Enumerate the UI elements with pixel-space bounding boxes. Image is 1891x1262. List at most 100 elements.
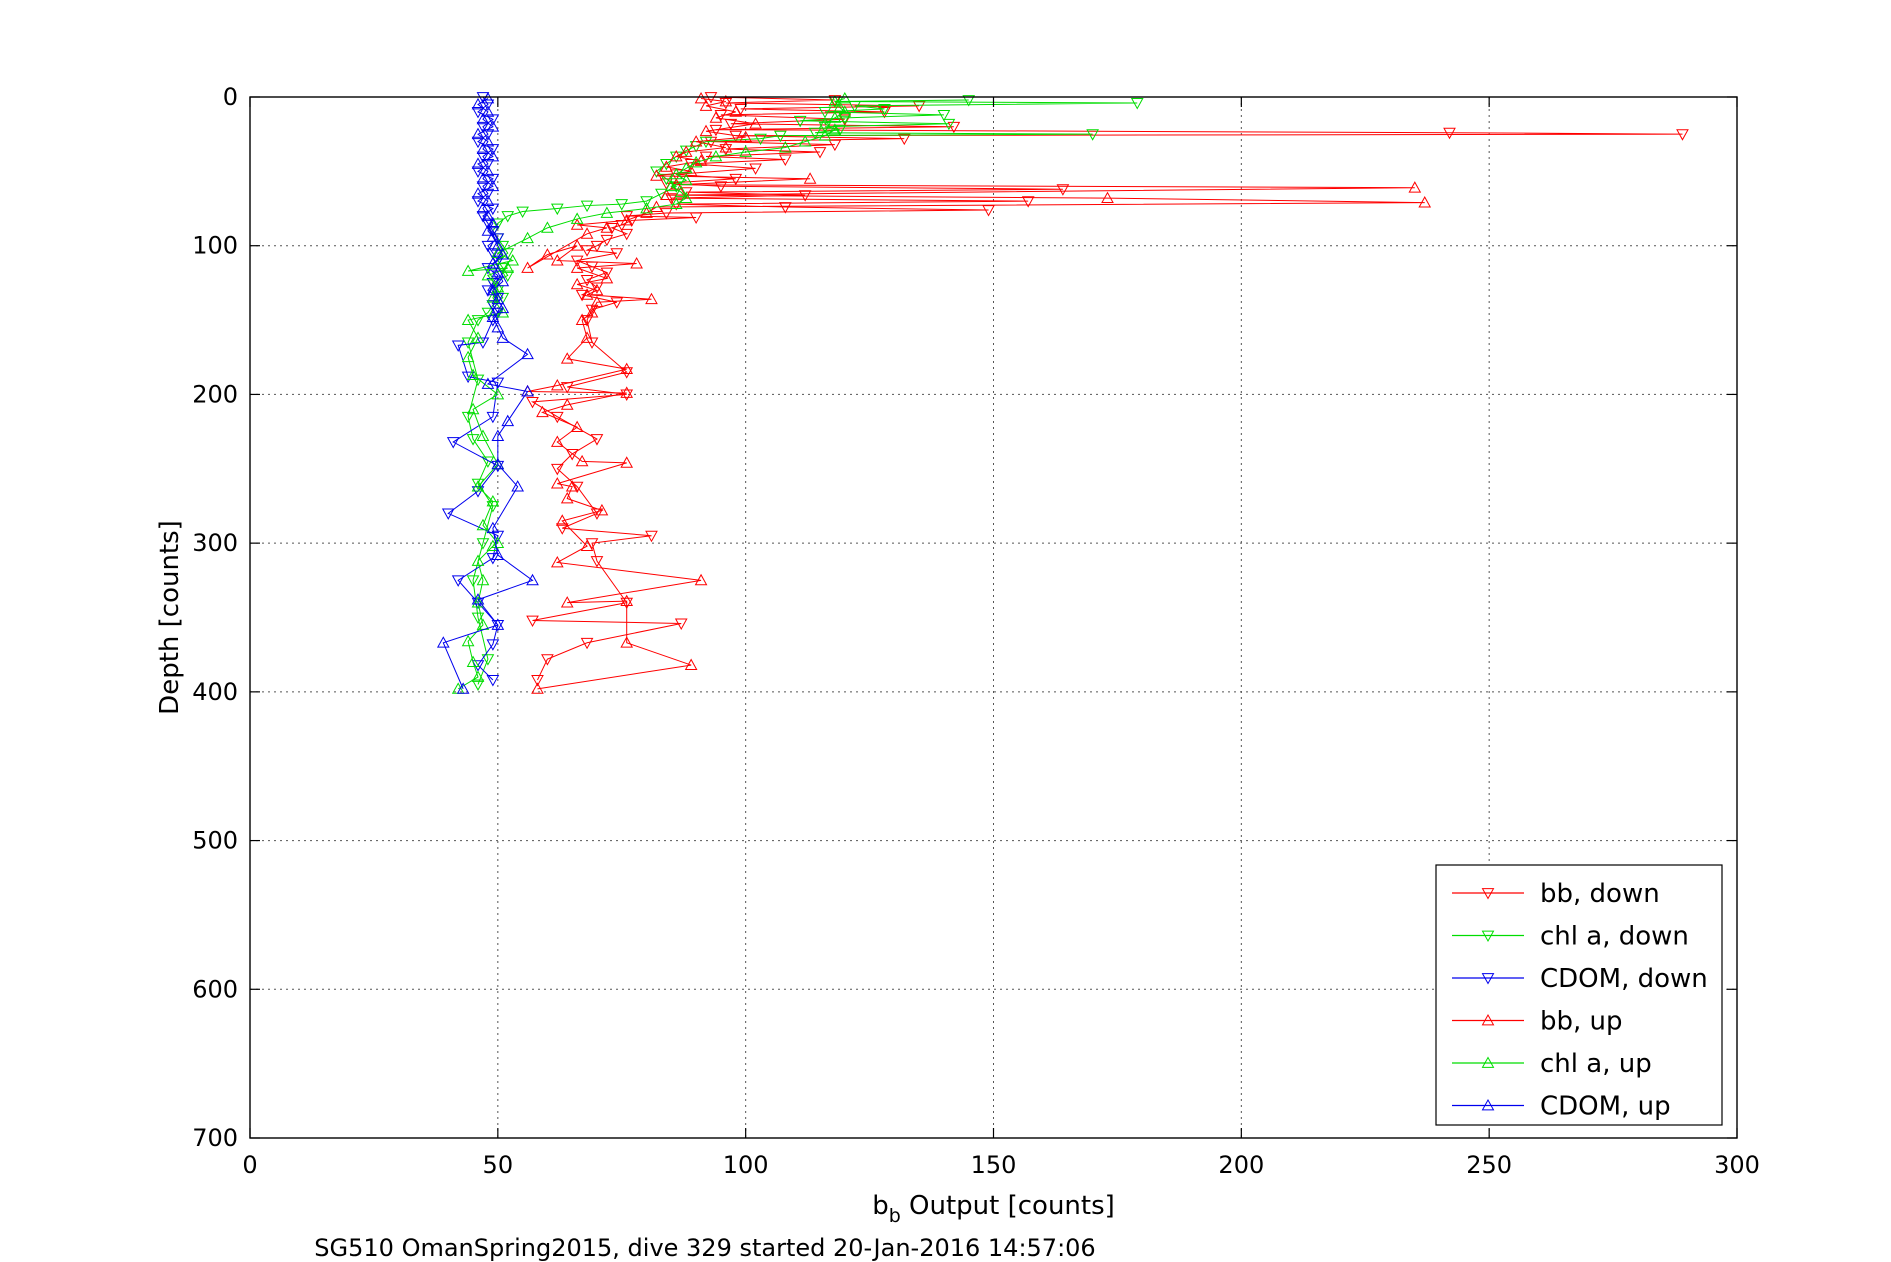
data-point <box>481 285 495 297</box>
data-point <box>451 340 465 352</box>
series-4 <box>451 91 852 694</box>
data-point <box>471 127 485 140</box>
data-point <box>491 429 505 441</box>
data-point <box>476 181 490 193</box>
data-point <box>620 389 634 401</box>
data-point <box>471 196 485 208</box>
data-point <box>560 398 574 410</box>
data-point <box>496 248 510 260</box>
data-point <box>1418 196 1432 208</box>
data-point <box>1676 129 1689 141</box>
data-point <box>833 124 847 137</box>
data-point <box>699 136 713 149</box>
y-tick-label: 200 <box>192 380 238 408</box>
data-point <box>521 231 534 244</box>
data-point <box>1408 181 1422 193</box>
data-point <box>660 160 673 172</box>
data-point <box>1086 129 1099 141</box>
data-point <box>486 230 500 242</box>
data-point <box>833 100 847 113</box>
data-point <box>481 99 495 111</box>
data-point <box>491 233 505 245</box>
data-point <box>774 130 787 143</box>
data-point <box>669 169 683 181</box>
legend-marker <box>1481 1013 1495 1026</box>
data-point <box>664 193 678 205</box>
y-axis: 0 100 200 300 400 500 600 700 <box>192 83 1737 1152</box>
data-point <box>486 639 500 651</box>
series-5 <box>436 91 539 694</box>
data-point <box>575 289 589 302</box>
data-point <box>679 187 693 199</box>
data-point <box>555 523 569 535</box>
data-point <box>897 133 911 146</box>
data-point <box>684 164 698 177</box>
data-point <box>590 295 604 308</box>
data-point <box>550 435 564 447</box>
data-point <box>620 367 634 379</box>
legend-box <box>1435 864 1723 1126</box>
data-point <box>471 106 485 119</box>
data-point <box>709 111 723 123</box>
data-point <box>471 679 485 691</box>
data-point <box>486 120 500 132</box>
data-point <box>481 268 495 281</box>
data-point <box>669 197 683 209</box>
data-point <box>645 292 658 305</box>
data-point <box>516 206 529 219</box>
data-point <box>481 105 495 117</box>
data-point <box>818 117 832 129</box>
data-point <box>1443 127 1456 140</box>
data-point <box>600 271 614 284</box>
legend-label: bb, up <box>1540 1007 1623 1037</box>
data-point <box>466 655 480 668</box>
data-point <box>526 396 539 409</box>
plot-caption: SG510 OmanSpring2015, dive 329 started 2… <box>314 1234 1095 1262</box>
data-point <box>650 166 663 178</box>
data-point <box>620 594 634 607</box>
data-point <box>560 382 574 394</box>
data-point <box>778 141 792 153</box>
data-point <box>466 402 480 415</box>
series-3 <box>521 91 1432 694</box>
data-point <box>694 91 708 104</box>
data-point <box>461 350 475 363</box>
data-point <box>486 300 500 312</box>
data-point <box>466 434 480 446</box>
data-point <box>674 185 688 198</box>
data-point <box>689 155 703 168</box>
data-point <box>501 414 515 427</box>
data-point <box>689 135 703 147</box>
data-point <box>605 222 619 235</box>
data-point <box>486 310 500 322</box>
data-point <box>828 94 842 107</box>
series-0 <box>526 92 1689 687</box>
data-point <box>491 548 505 560</box>
data-point <box>476 142 490 154</box>
data-point <box>947 121 961 134</box>
x-tick-label: 100 <box>723 1151 769 1179</box>
data-point <box>580 331 594 343</box>
data-point <box>476 112 490 125</box>
data-point <box>778 202 792 214</box>
data-point <box>466 575 480 587</box>
legend-marker <box>1481 888 1495 900</box>
data-point <box>506 254 520 266</box>
data-point <box>521 261 534 273</box>
data-point <box>803 172 817 184</box>
data-point <box>878 106 891 119</box>
data-point <box>679 173 693 186</box>
legend-marker <box>1481 973 1495 985</box>
data-point <box>754 133 767 146</box>
data-point <box>580 637 594 650</box>
data-point <box>620 636 634 648</box>
data-point <box>476 121 490 134</box>
data-point <box>451 575 465 587</box>
series-line <box>467 99 1138 685</box>
data-point <box>1130 98 1144 110</box>
data-point <box>719 141 733 153</box>
data-point <box>541 221 554 233</box>
data-point <box>828 139 842 152</box>
data-point <box>550 203 564 216</box>
x-tick-label: 0 <box>242 1151 257 1179</box>
